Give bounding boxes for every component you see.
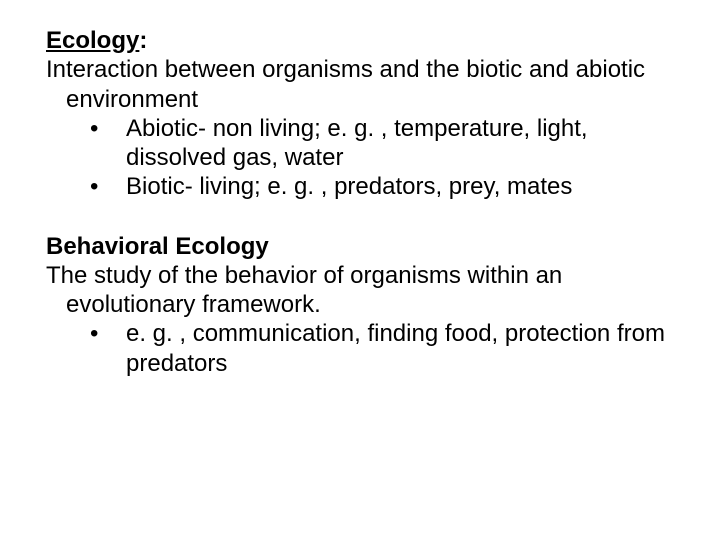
ecology-bullet-2-text: Biotic- living; e. g. , predators, prey,… bbox=[126, 172, 674, 201]
ecology-definition: Interaction between organisms and the bi… bbox=[46, 55, 674, 114]
slide: Ecology: Interaction between organisms a… bbox=[0, 0, 720, 540]
ecology-bullet-2: • Biotic- living; e. g. , predators, pre… bbox=[46, 172, 674, 201]
behavioral-heading: Behavioral Ecology bbox=[46, 232, 674, 261]
ecology-heading: Ecology bbox=[46, 27, 139, 54]
heading-row: Ecology: bbox=[46, 26, 674, 55]
ecology-heading-suffix: : bbox=[139, 27, 147, 54]
behavioral-bullet-1: • e. g. , communication, finding food, p… bbox=[46, 319, 674, 378]
ecology-bullet-1: • Abiotic- non living; e. g. , temperatu… bbox=[46, 114, 674, 173]
behavioral-definition: The study of the behavior of organisms w… bbox=[46, 261, 674, 320]
section-ecology: Ecology: Interaction between organisms a… bbox=[46, 26, 674, 202]
bullet-icon: • bbox=[90, 172, 126, 201]
ecology-bullet-1-text: Abiotic- non living; e. g. , temperature… bbox=[126, 114, 674, 173]
section-behavioral-ecology: Behavioral Ecology The study of the beha… bbox=[46, 232, 674, 378]
behavioral-bullet-1-text: e. g. , communication, finding food, pro… bbox=[126, 319, 674, 378]
bullet-icon: • bbox=[90, 114, 126, 173]
bullet-icon: • bbox=[90, 319, 126, 378]
